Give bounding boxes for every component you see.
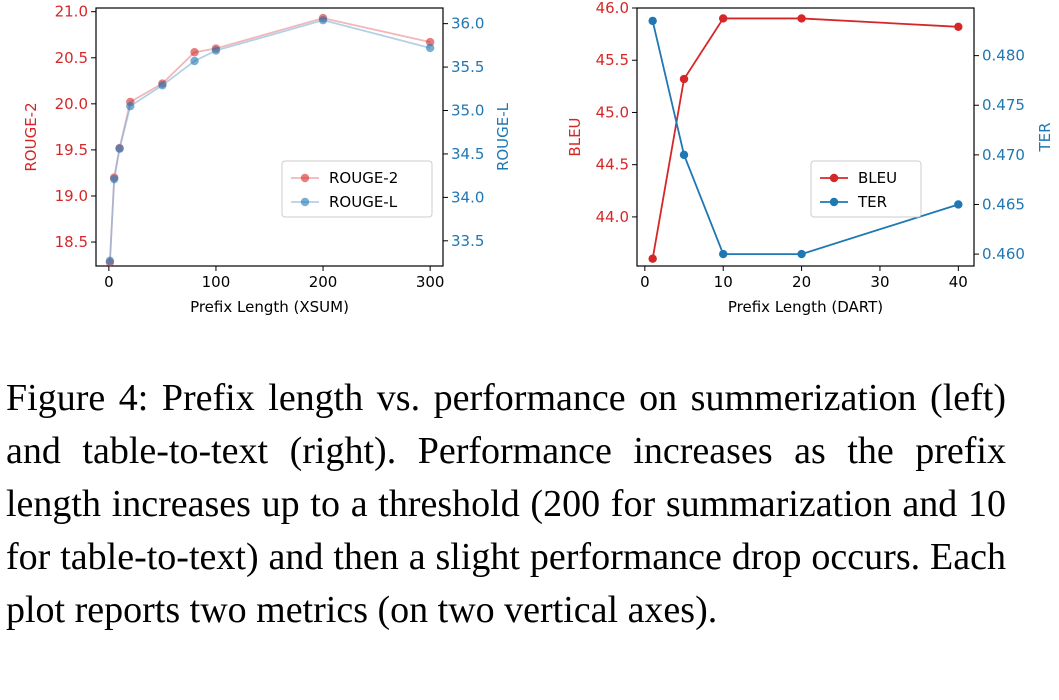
legend-label-bleu: BLEU <box>858 169 897 187</box>
left-tick-label: 21.0 <box>55 3 88 21</box>
x-axis-label: Prefix Length (DART) <box>728 298 883 316</box>
right-axis-label: TER <box>1036 122 1054 152</box>
right-tick-label: 36.0 <box>451 15 484 33</box>
data-point-rouge-l <box>158 81 167 90</box>
right-tick-label: 0.465 <box>982 195 1025 213</box>
legend-label-rouge-2: ROUGE-2 <box>329 169 398 187</box>
left-tick-label: 18.5 <box>55 233 88 251</box>
data-point-rouge-l <box>110 174 119 184</box>
data-point-rouge-l <box>190 56 199 66</box>
right-tick-label: 0.460 <box>982 245 1025 263</box>
data-point-bleu <box>797 14 806 23</box>
series-line-rouge-2 <box>109 17 431 263</box>
right-tick-label: 35.5 <box>451 58 484 76</box>
right-tick-label: 0.470 <box>982 146 1025 164</box>
data-point-rouge-l <box>126 101 135 111</box>
x-tick-label: 200 <box>309 273 338 291</box>
chart-panel-1: 0 100 200 300 Prefix Length (XSUM) 18.5 19.0 19… <box>22 3 512 316</box>
legend-box <box>810 160 922 218</box>
legend-box <box>281 160 433 218</box>
right-tick-label: 0.480 <box>982 47 1025 65</box>
legend: ROUGE-2 ROUGE-L <box>281 160 433 218</box>
left-axis-label: BLEU <box>566 117 584 156</box>
right-tick-label: 33.5 <box>451 232 484 250</box>
x-axis-label: Prefix Length (XSUM) <box>190 298 349 316</box>
x-tick-label: 0 <box>640 273 650 291</box>
left-tick-label: 44.0 <box>596 208 629 226</box>
data-point-ter <box>648 16 657 26</box>
legend-label-ter: TER <box>857 193 887 211</box>
data-point-rouge-l <box>115 144 124 153</box>
left-axis-label: ROUGE-2 <box>22 102 40 171</box>
right-tick-label: 35.0 <box>451 102 484 120</box>
legend-marker-ter <box>829 197 839 207</box>
x-tick-label: 0 <box>104 273 114 291</box>
left-tick-label: 44.5 <box>596 156 629 174</box>
series-line-rouge-l <box>109 19 431 261</box>
data-point-rouge-l <box>318 15 328 25</box>
data-point-bleu <box>679 74 689 84</box>
left-tick-label: 19.5 <box>55 141 88 159</box>
right-axis-label: ROUGE-L <box>494 102 512 171</box>
data-point-rouge-l <box>425 43 435 53</box>
figure-caption: Figure 4: Prefix length vs. performance … <box>6 377 1006 631</box>
data-point-bleu <box>719 14 728 23</box>
data-point-rouge-2 <box>425 37 435 47</box>
data-point-ter <box>797 249 806 259</box>
left-tick-label: 19.0 <box>55 187 88 205</box>
data-point-rouge-l <box>211 46 221 55</box>
plot-frame <box>95 7 444 267</box>
left-tick-label: 20.0 <box>55 95 88 113</box>
plot-frame <box>636 7 975 267</box>
series-line-bleu <box>651 17 959 259</box>
right-tick-label: 34.0 <box>451 188 484 206</box>
legend-marker-rouge-2 <box>300 173 310 183</box>
x-tick-label: 30 <box>870 273 889 291</box>
data-point-rouge-2 <box>190 48 199 57</box>
data-point-bleu <box>648 254 657 263</box>
chart-panel-2: 0 10 20 30 40 Prefix Length (DART) 44.0 44.5 45.… <box>566 0 1054 316</box>
x-tick-label: 100 <box>202 273 231 291</box>
left-tick-label: 45.0 <box>596 103 629 121</box>
x-tick-label: 40 <box>949 273 968 291</box>
right-tick-label: 0.475 <box>982 96 1025 114</box>
x-tick-label: 300 <box>416 273 445 291</box>
right-tick-label: 34.5 <box>451 145 484 163</box>
data-point-rouge-l <box>105 256 115 265</box>
data-point-ter <box>954 200 963 209</box>
left-tick-label: 20.5 <box>55 49 88 67</box>
legend-label-rouge-l: ROUGE-L <box>329 193 398 211</box>
data-point-ter <box>679 150 689 160</box>
left-tick-label: 45.5 <box>596 51 629 69</box>
legend: BLEU TER <box>810 160 922 218</box>
legend-marker-bleu <box>829 173 839 183</box>
legend-marker-rouge-l <box>300 197 310 207</box>
left-tick-label: 46.0 <box>596 0 629 17</box>
data-point-bleu <box>954 22 963 32</box>
x-tick-label: 20 <box>792 273 811 291</box>
x-tick-label: 10 <box>714 273 733 291</box>
data-point-ter <box>719 249 728 259</box>
